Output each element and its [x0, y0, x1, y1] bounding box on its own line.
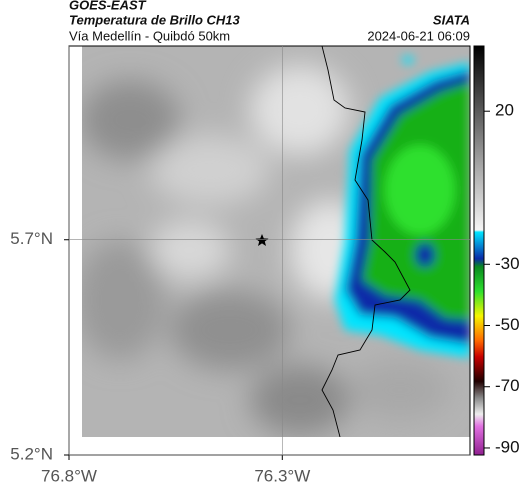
x-tick-label: 76.8°W — [41, 466, 97, 485]
title: GOES-EAST — [69, 0, 147, 12]
timestamp: 2024-06-21 06:09 — [367, 28, 470, 43]
subtitle: Temperatura de Brillo CH13 — [69, 12, 241, 27]
x-tick-label: 76.3°W — [254, 466, 310, 485]
route: Vía Medellín - Quibdó 50km — [69, 28, 230, 43]
colorbar-tick-label: -50 — [495, 315, 520, 334]
satellite-image — [82, 46, 470, 437]
source: SIATA — [433, 12, 470, 27]
colorbar — [473, 45, 485, 456]
colorbar-tick-label: -70 — [495, 376, 520, 395]
colorbar-tick-label: -30 — [495, 254, 520, 273]
y-tick-label: 5.2°N — [10, 444, 53, 463]
colorbar-tick-label: 20 — [495, 101, 514, 120]
colorbar-tick-label: -90 — [495, 437, 520, 456]
y-tick-label: 5.7°N — [10, 229, 53, 248]
